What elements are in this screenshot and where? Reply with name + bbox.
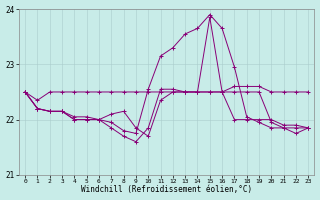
X-axis label: Windchill (Refroidissement éolien,°C): Windchill (Refroidissement éolien,°C) (81, 185, 252, 194)
